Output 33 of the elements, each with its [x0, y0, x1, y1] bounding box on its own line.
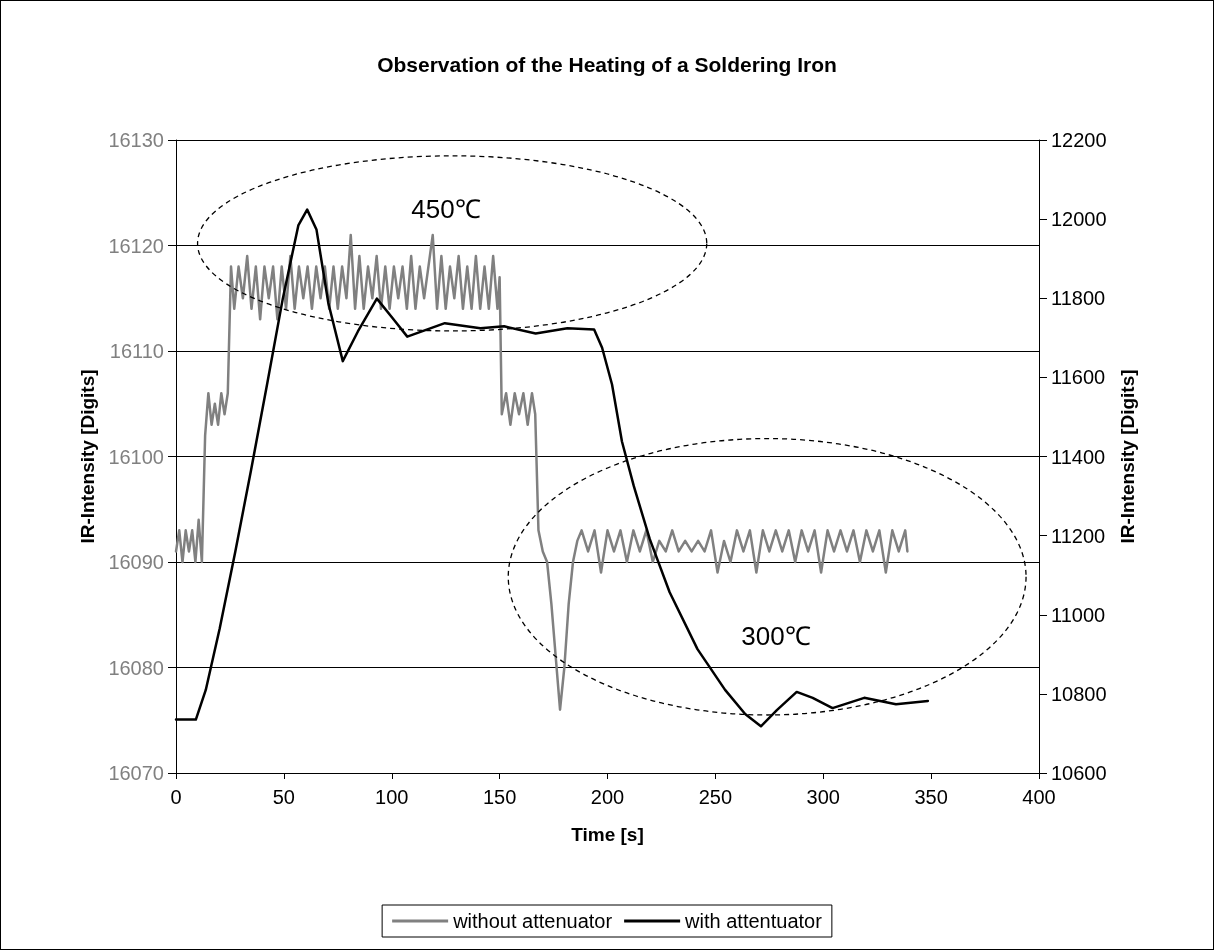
x-tick-label: 350 — [914, 786, 948, 808]
y2-tick-label: 11200 — [1051, 524, 1106, 547]
y-tick-label: 16110 — [109, 340, 164, 362]
y-tick-label: 16080 — [108, 656, 164, 679]
legend-label: without attenuator — [452, 910, 613, 932]
x-tick-label: 250 — [698, 786, 733, 808]
chart-title: Observation of the Heating of a Soldering Iron — [377, 53, 837, 76]
x-tick-label: 0 — [170, 786, 182, 808]
y-tick-label: 16120 — [108, 234, 164, 257]
annotation: 300℃ — [741, 621, 811, 651]
x-axis-title: Time [s] — [571, 824, 644, 845]
x-tick-label: 150 — [482, 786, 517, 808]
y2-tick-label: 11600 — [1051, 366, 1106, 389]
y2-tick-label: 12200 — [1051, 129, 1107, 151]
y-axis-title: IR-Intensity [Digits] — [77, 369, 99, 544]
y-tick-label: 16070 — [108, 762, 164, 784]
annotation: 450℃ — [411, 194, 481, 224]
x-tick-label: 200 — [590, 786, 625, 808]
x-tick-label: 50 — [272, 786, 295, 808]
x-tick-label: 300 — [806, 786, 840, 808]
y-tick-label: 16100 — [108, 445, 164, 468]
y2-tick-label: 11400 — [1051, 445, 1106, 468]
y2-tick-label: 11000 — [1051, 603, 1106, 626]
legend-label: with attentuator — [684, 910, 823, 932]
x-tick-label: 400 — [1022, 786, 1056, 808]
y2-tick-label: 10800 — [1051, 682, 1107, 705]
y2-axis-title: IR-Intensity [Digits] — [1116, 369, 1138, 544]
y2-tick-label: 11800 — [1051, 287, 1106, 310]
x-tick-label: 100 — [375, 786, 409, 808]
y-tick-label: 16090 — [108, 551, 164, 573]
y2-tick-label: 10600 — [1051, 762, 1107, 784]
y2-tick-label: 12000 — [1051, 208, 1107, 231]
y-tick-label: 16130 — [108, 129, 164, 151]
